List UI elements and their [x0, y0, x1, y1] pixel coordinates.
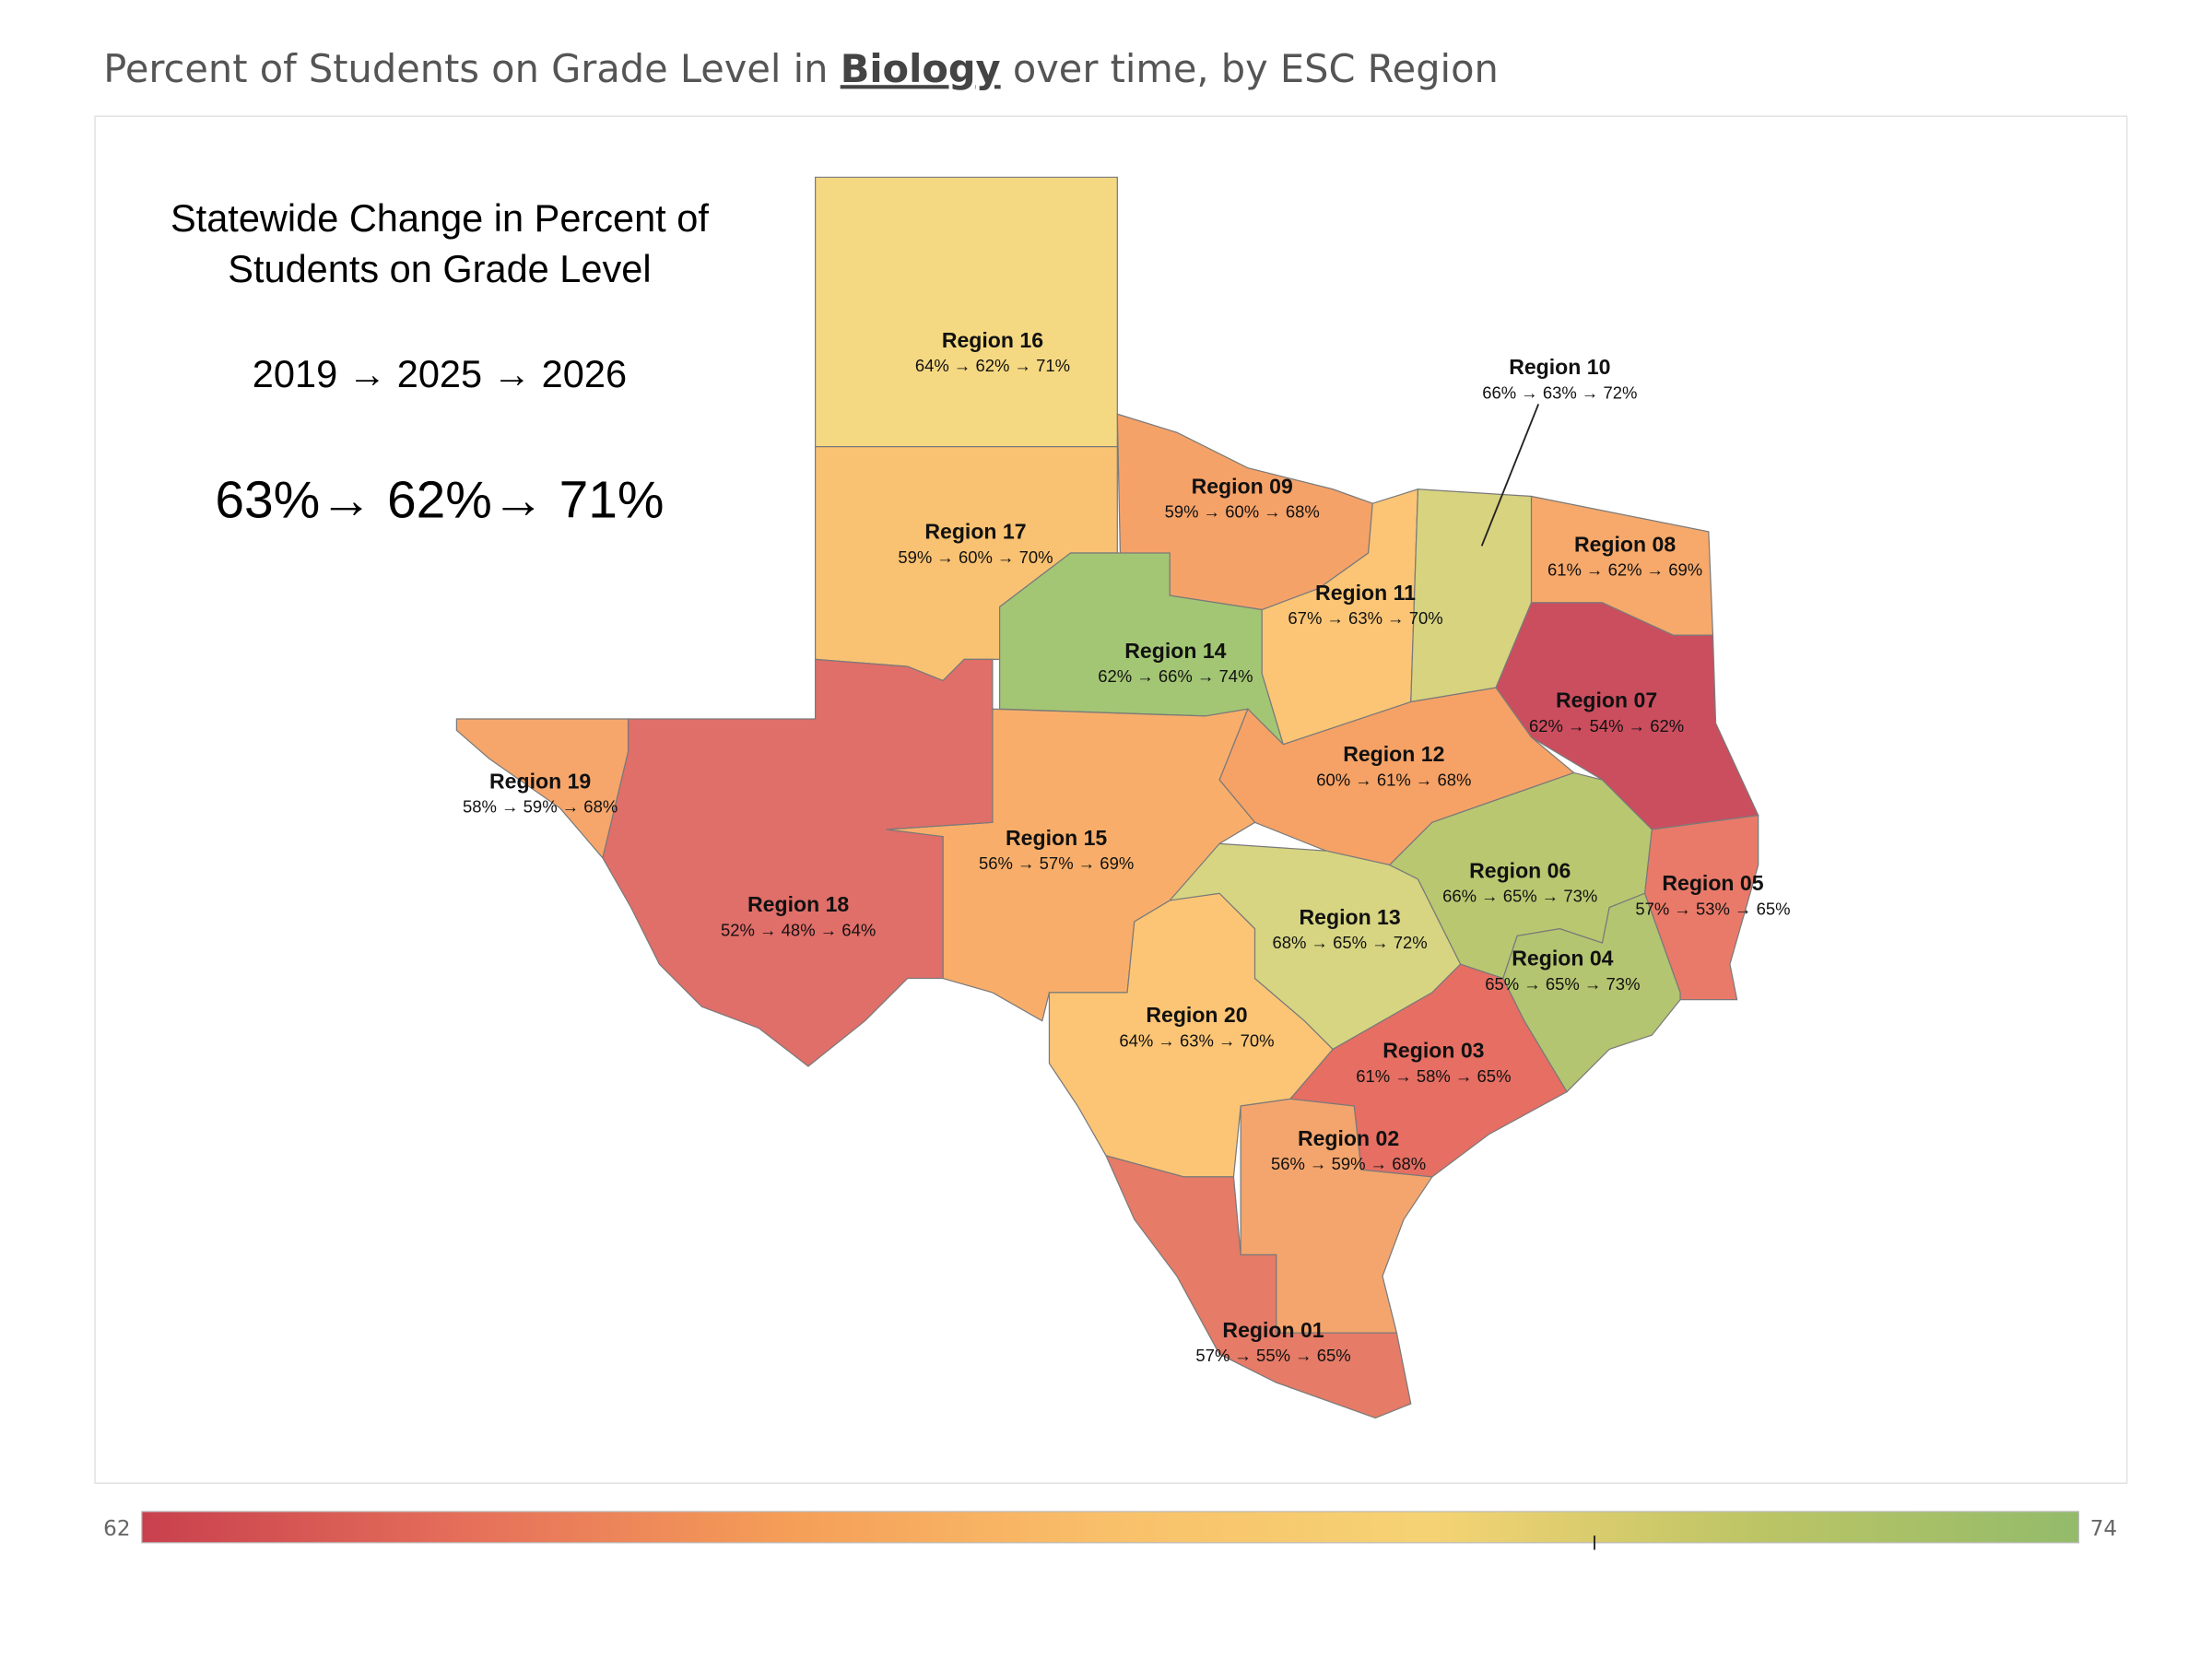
region-values: 68% → 65% → 72%	[1273, 933, 1428, 952]
region-labels: Region 16 64% → 62% → 71% Region 17 59% → 6…	[463, 328, 1791, 1365]
region-name: Region 15	[1006, 826, 1107, 850]
region-name: Region 12	[1343, 742, 1444, 766]
region-name: Region 14	[1124, 639, 1226, 663]
region-shape	[1104, 1154, 1412, 1419]
legend-max: 74	[2090, 1517, 2117, 1541]
statewide-heading: Students on Grade Level	[228, 247, 651, 290]
region-values: 65% → 65% → 73%	[1485, 974, 1640, 994]
region-name: Region 16	[942, 328, 1043, 352]
region-values: 52% → 48% → 64%	[721, 920, 876, 939]
region-values: 62% → 66% → 74%	[1098, 666, 1253, 686]
region-shape	[455, 718, 629, 860]
region-name: Region 07	[1556, 688, 1657, 712]
region-name: Region 20	[1146, 1003, 1247, 1027]
regions	[455, 176, 1759, 1419]
region-name: Region 02	[1298, 1126, 1399, 1150]
color-legend	[141, 1511, 2079, 1544]
region-values: 56% → 59% → 68%	[1271, 1154, 1426, 1173]
region-values: 61% → 62% → 69%	[1547, 560, 1702, 580]
region-name: Region 10	[1509, 355, 1610, 379]
legend-min: 62	[103, 1517, 130, 1541]
region-values: 66% → 63% → 72%	[1482, 382, 1637, 402]
region-name: Region 17	[924, 520, 1026, 544]
leader-line	[1480, 404, 1540, 547]
region-values: 60% → 61% → 68%	[1316, 770, 1471, 789]
region-values: 58% → 59% → 68%	[463, 797, 618, 817]
region-name: Region 11	[1315, 581, 1416, 605]
statewide-values: 63%→ 62%→ 71%	[215, 471, 664, 530]
region-name: Region 19	[489, 769, 591, 793]
region-name: Region 01	[1222, 1318, 1324, 1342]
region-shape	[815, 176, 1118, 448]
region-name: Region 03	[1382, 1039, 1484, 1063]
region-values: 56% → 57% → 69%	[979, 853, 1134, 873]
region-shape	[1643, 814, 1759, 1001]
region-name: Region 13	[1300, 905, 1401, 929]
region-values: 64% → 62% → 71%	[915, 356, 1070, 375]
region-name: Region 06	[1469, 858, 1571, 882]
title-subject[interactable]: Biology	[841, 46, 1001, 91]
page-title: Percent of Students on Grade Level in Bi…	[103, 46, 1499, 91]
region-values: 57% → 55% → 65%	[1195, 1346, 1350, 1365]
region-values: 66% → 65% → 73%	[1442, 886, 1597, 905]
region-values: 59% → 60% → 70%	[898, 547, 1053, 567]
region-name: Region 18	[747, 892, 849, 916]
region-values: 62% → 54% → 62%	[1529, 716, 1684, 735]
region-values: 61% → 58% → 65%	[1356, 1066, 1511, 1086]
statewide-heading: Statewide Change in Percent of	[171, 196, 709, 240]
title-before: Percent of Students on Grade Level in	[103, 46, 828, 91]
region-name: Region 09	[1192, 474, 1293, 498]
region-name: Region 08	[1574, 532, 1676, 556]
region-values: 67% → 63% → 70%	[1288, 608, 1442, 628]
region-values: 59% → 60% → 68%	[1165, 502, 1320, 522]
region-values: 64% → 63% → 70%	[1119, 1030, 1274, 1050]
title-after: over time, by ESC Region	[1013, 46, 1499, 91]
region-name: Region 04	[1512, 947, 1613, 971]
region-name: Region 05	[1662, 871, 1763, 895]
region-values: 57% → 53% → 65%	[1635, 899, 1790, 918]
statewide-years: 2019 → 2025 → 2026	[253, 352, 627, 395]
